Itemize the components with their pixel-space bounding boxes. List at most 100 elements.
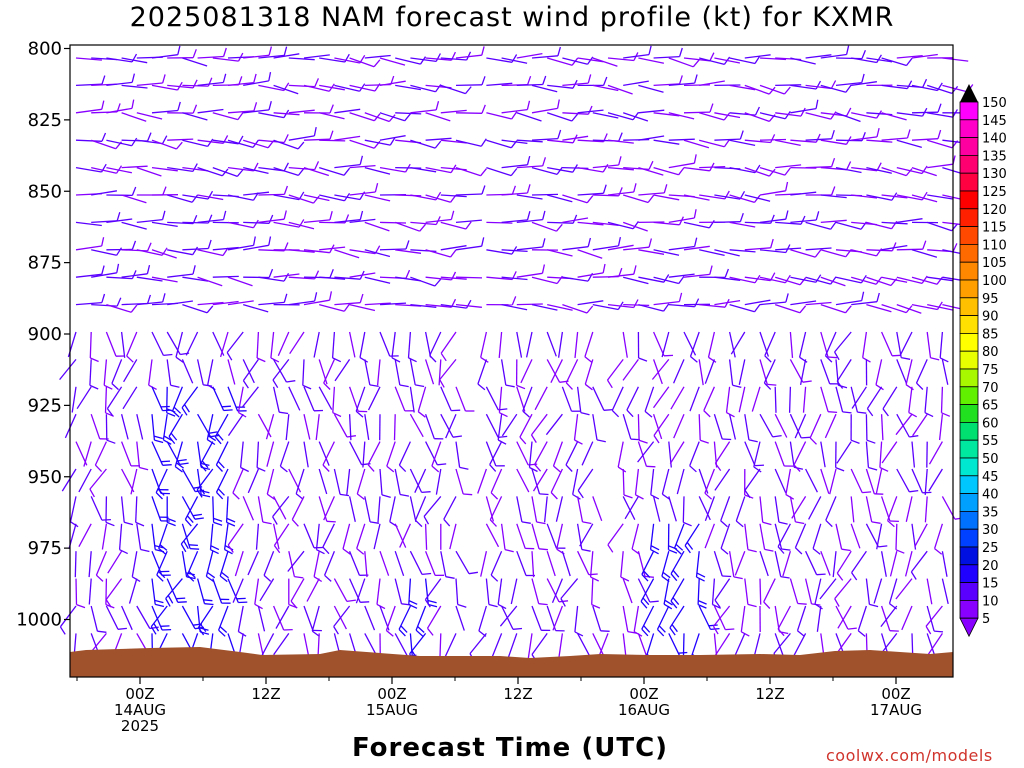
wind-barb <box>774 468 787 494</box>
wind-barb <box>106 303 132 313</box>
wind-barb-flag <box>640 600 648 609</box>
wind-barb <box>197 55 224 59</box>
x-tick-label: 16AUG <box>618 701 670 719</box>
wind-barb-flag <box>641 628 649 637</box>
wind-barb <box>698 359 704 386</box>
wind-barb <box>349 84 376 92</box>
wind-barb <box>151 523 156 550</box>
wind-barb <box>455 550 470 575</box>
wind-barb-flag <box>192 104 198 114</box>
wind-barb <box>209 523 214 550</box>
wind-barb <box>498 331 503 358</box>
wind-barb <box>319 303 345 312</box>
wind-barb-flag <box>359 293 364 303</box>
wind-barb <box>91 249 117 256</box>
wind-barb <box>148 359 153 386</box>
wind-barb-flag <box>936 301 943 310</box>
wind-barb <box>212 246 239 251</box>
wind-barb <box>626 386 639 411</box>
wind-barb-flag <box>217 488 225 496</box>
wind-barb-flag <box>161 210 166 220</box>
wind-barb-flag <box>815 211 820 221</box>
wind-barb-flag <box>207 239 212 249</box>
wind-barb <box>151 386 164 411</box>
wind-barb-flag <box>692 59 700 68</box>
x-tick-label: 00Z <box>881 685 910 703</box>
wind-barb-flag <box>464 86 472 95</box>
wind-barb <box>319 246 346 251</box>
wind-barb <box>607 191 634 196</box>
wind-barb <box>759 301 786 306</box>
credit-link[interactable]: coolwx.com/models <box>826 746 993 765</box>
wind-barb <box>622 578 633 604</box>
wind-barb <box>623 194 649 204</box>
wind-barb-flag <box>722 575 732 578</box>
wind-barb-flag <box>587 237 592 247</box>
wind-barb <box>303 441 309 468</box>
wind-barb <box>911 468 923 494</box>
wind-barb <box>623 303 650 307</box>
wind-barb <box>835 276 862 284</box>
wind-barb-flag <box>708 220 715 229</box>
wind-barb-flag <box>450 210 455 220</box>
colorbar-bottom-arrow <box>959 617 979 638</box>
wind-barb <box>684 523 700 546</box>
wind-barb-flag <box>290 600 298 609</box>
wind-barb <box>809 413 822 439</box>
wind-barb <box>714 441 731 464</box>
wind-barb <box>775 112 802 117</box>
wind-barb <box>866 276 892 287</box>
wind-barb-flag <box>522 410 530 418</box>
wind-barb <box>607 303 634 309</box>
wind-barb <box>530 413 548 436</box>
wind-barb <box>552 605 564 631</box>
wind-barb-flag <box>571 113 579 122</box>
wind-barb <box>425 166 452 174</box>
wind-barb <box>356 523 366 549</box>
wind-barb <box>729 139 756 147</box>
wind-barb-flag <box>557 46 562 56</box>
wind-barb-flag <box>905 168 913 177</box>
wind-barb <box>121 605 133 631</box>
wind-barb <box>485 441 497 467</box>
wind-barb <box>455 219 482 224</box>
wind-barb <box>443 496 457 520</box>
wind-barb <box>315 523 320 550</box>
wind-barb <box>673 523 685 549</box>
wind-barb <box>581 441 594 466</box>
wind-barb <box>794 413 807 439</box>
wind-barb <box>927 303 953 311</box>
wind-barb-flag <box>329 104 334 114</box>
wind-barb <box>91 190 118 196</box>
wind-barb <box>136 441 141 468</box>
wind-barb <box>410 109 437 114</box>
wind-barb-flag <box>842 411 852 414</box>
wind-barb <box>880 633 898 655</box>
x-tick-label: 2025 <box>121 717 159 735</box>
wind-barb-flag <box>565 464 573 472</box>
wind-barb <box>136 112 163 120</box>
wind-barb <box>367 386 381 411</box>
wind-barb <box>927 194 953 200</box>
wind-barb <box>546 578 560 603</box>
wind-barb-flag <box>434 140 442 149</box>
wind-barb-flag <box>809 437 817 445</box>
wind-barb <box>650 468 655 495</box>
wind-barb <box>577 633 591 657</box>
wind-barb-flag <box>539 493 549 496</box>
wind-barb <box>258 84 285 92</box>
wind-barb <box>75 166 102 173</box>
wind-barb <box>785 468 792 495</box>
wind-barb <box>728 551 735 578</box>
wind-barb <box>501 192 528 196</box>
wind-barb <box>214 413 229 438</box>
wind-barb-flag <box>426 627 434 636</box>
wind-barb-flag <box>153 623 160 632</box>
wind-barb <box>777 605 791 630</box>
wind-barb-flag <box>607 544 614 553</box>
wind-barb <box>698 496 711 521</box>
wind-barb <box>876 523 883 550</box>
wind-barb <box>547 166 573 173</box>
wind-barb <box>516 331 523 358</box>
